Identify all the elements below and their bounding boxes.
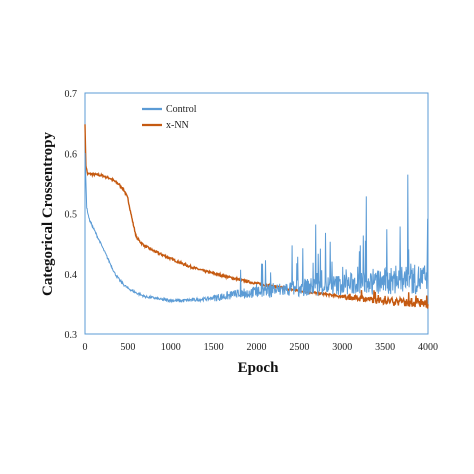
y-tick-label: 0.4 <box>65 270 78 281</box>
y-tick-label: 0.6 <box>65 149 78 160</box>
y-tick-label: 0.3 <box>65 330 78 341</box>
x-tick-label: 4000 <box>418 342 438 353</box>
x-tick-label: 3000 <box>332 342 352 353</box>
series-line-x-nn <box>84 124 429 309</box>
y-axis-title: Categorical Crossentropy <box>40 132 56 297</box>
y-tick-label: 0.5 <box>65 210 78 221</box>
legend-label: Control <box>166 104 197 115</box>
x-tick-label: 2000 <box>247 342 267 353</box>
x-axis-title: Epoch <box>238 360 280 376</box>
legend-item-x-nn: x-NN <box>142 120 189 131</box>
x-tick-label: 1000 <box>161 342 181 353</box>
x-tick-label: 500 <box>120 342 135 353</box>
x-tick-label: 1500 <box>204 342 224 353</box>
y-tick-label: 0.7 <box>65 89 78 100</box>
x-tick-label: 0 <box>83 342 88 353</box>
plot-area-border <box>84 92 429 335</box>
series-line-control <box>84 152 429 304</box>
x-tick-label: 3500 <box>375 342 395 353</box>
legend-label: x-NN <box>166 120 189 131</box>
legend-item-control: Control <box>142 104 197 115</box>
x-tick-label: 2500 <box>289 342 309 353</box>
